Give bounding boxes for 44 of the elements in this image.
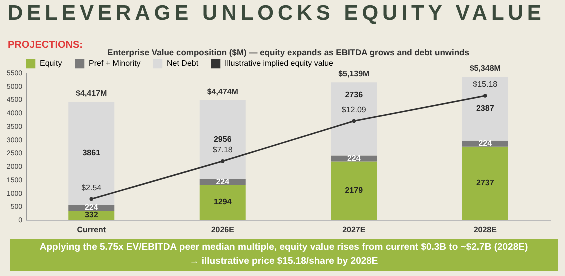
data-label: 2179 [345,186,364,195]
point [90,197,94,202]
total-label: $4,417M [76,88,108,98]
total-label: $5,348M [470,64,502,74]
bar [331,82,378,156]
data-label: 1294 [214,198,232,207]
x-tick-label: 2028E [474,226,498,234]
legend-label: Equity [40,59,62,68]
chart-title: DELEVERAGE UNLOCKS EQUITY VALUE [8,2,546,26]
data-label: 224 [84,203,99,212]
data-label: 224 [478,138,493,148]
data-label: $12.09 [342,105,367,114]
chart-subtitle: Enterprise Value composition ($M) — equity expands as EBITDA grows and debt unwinds [108,48,470,58]
data-label: 3861 [82,148,102,158]
text: → illustrative price $15.18/share by 2028E [188,255,380,269]
data-label: 224 [216,177,230,186]
data-label: $15.18 [473,80,498,90]
data-label: 2956 [214,134,232,144]
data-label: $2.54 [82,183,102,192]
point [221,159,225,164]
x-tick-label: 2026E [211,226,236,234]
x-tick-label: Current [77,226,106,234]
point [352,119,356,124]
total-label: $5,139M [338,70,370,79]
data-label: 332 [84,210,99,220]
text: Applying the 5.75x EV/EBITDA peer median multiple, equity value rises from current $0.3B to ~$2.7B (2028E) [38,241,530,255]
legend-label: Net Debt [167,59,200,68]
bar [462,146,508,220]
bar [200,100,246,180]
bar [200,185,246,220]
data-label: 2737 [476,178,495,188]
data-label: $7.18 [212,145,234,154]
data-label: 2387 [476,104,495,113]
x-tick-label: 2027E [342,226,366,234]
data-label: 2736 [345,90,364,100]
data-label: 224 [347,154,362,163]
bar [462,77,508,141]
legend-label: Pref + Minority [89,59,141,68]
legend-label: Illustrative implied equity value [225,59,334,68]
bar [68,102,115,206]
point [484,94,488,98]
total-label: $4,474M [207,87,239,96]
text: PROJECTIONS: [8,40,84,51]
bar [331,162,378,220]
